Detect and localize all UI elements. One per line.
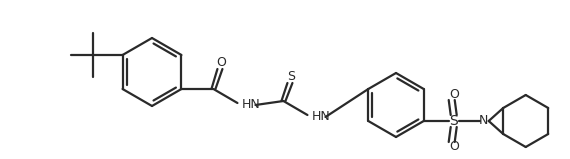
Text: O: O	[449, 89, 459, 101]
Text: N: N	[479, 114, 488, 128]
Text: S: S	[287, 70, 295, 83]
Text: S: S	[449, 114, 458, 128]
Text: O: O	[449, 141, 459, 153]
Text: O: O	[217, 56, 226, 69]
Text: HN: HN	[311, 111, 330, 124]
Text: HN: HN	[242, 98, 260, 111]
